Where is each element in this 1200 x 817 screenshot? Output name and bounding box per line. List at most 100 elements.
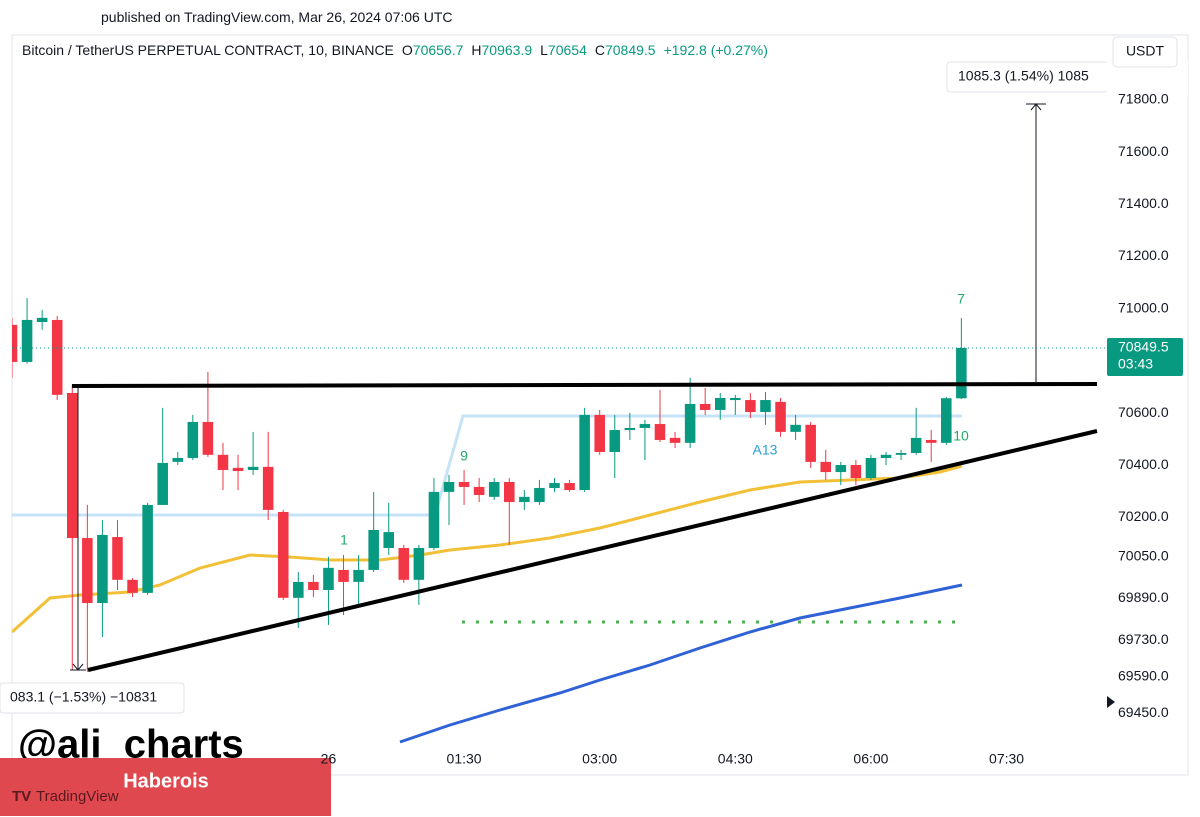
candle-body [850,465,862,479]
logo-text: TradingView [36,788,119,805]
candle-body [549,483,560,488]
x-tick-label: 04:30 [718,751,753,767]
candle-body [323,567,334,590]
candle-body [941,398,952,443]
candle-body [925,439,937,443]
x-tick-label: 06:00 [853,751,888,767]
symbol: Bitcoin / TetherUS PERPETUAL CONTRACT, 1… [22,42,394,58]
currency-box[interactable] [1112,36,1178,68]
candle-body [745,400,756,413]
candle-body [504,481,515,503]
ohlc-value: 70963.9 [481,42,533,58]
candle-body [202,421,214,455]
ohlc-label: L [540,42,548,58]
chart-frame [11,34,1189,776]
candle-body [760,400,771,413]
x-tick-label: 01:30 [447,751,482,767]
candle-body [353,569,364,582]
candle-body [232,467,244,472]
ohlc-label: C [594,42,605,58]
currency[interactable]: USDT [1126,43,1165,59]
candle-body [534,487,545,503]
last-price-box [1107,337,1183,376]
support-line [87,429,1098,672]
candle-body [157,462,168,505]
candle-body [805,424,816,462]
candle-body [398,547,410,580]
published-note: published on TradingView.com, Mar 26, 20… [101,9,453,25]
moving-average [399,583,963,744]
change: +192.8 (+0.27%) [663,42,768,58]
candle-body [458,481,470,487]
y-tick-label: 70400.0 [1118,456,1169,472]
candle-body [262,466,274,510]
candle-body [564,483,575,491]
candle-body [880,454,892,458]
symbol-header: Bitcoin / TetherUS PERPETUAL CONTRACT, 1… [22,42,776,58]
countdown: 03:43 [1118,356,1153,372]
candle-body [383,532,395,548]
logo-mark: TV [12,788,31,805]
candle-body [579,414,590,491]
candle-body [82,538,93,604]
candle-body [654,424,666,440]
candle-body [820,461,832,473]
candle-body [51,319,63,395]
candle-body [142,504,153,593]
candle-body [67,392,78,539]
candle-body [127,579,138,593]
candle-body [956,347,967,399]
y-tick-label: 69890.0 [1118,589,1169,605]
y-tick-label: 69590.0 [1118,667,1169,683]
measure-box [0,682,185,714]
candle-body [594,414,605,452]
candle-body [217,454,229,470]
y-tick-label: 69450.0 [1118,704,1169,720]
x-tick-label: 07:30 [989,751,1024,767]
y-tick-label: 71600.0 [1118,143,1169,159]
candle-body [730,397,741,401]
candle-body [684,403,696,443]
measure-label: 083.1 (−1.53%) −10831 [10,689,157,705]
y-tick-label: 71400.0 [1118,195,1169,211]
banner-text: Haberois [123,770,209,792]
signal-label: 9 [460,448,468,464]
candle-body [308,581,319,590]
resistance-line [71,382,1098,388]
moving-average [12,464,963,634]
drawings [70,103,1098,672]
signal-label: A13 [753,442,778,458]
y-tick-label: 71800.0 [1118,91,1169,107]
y-tick-label: 71200.0 [1118,247,1169,263]
candle-body [624,427,636,431]
candle-body [172,457,184,462]
candle-body [473,486,485,496]
y-tick-label: 71000.0 [1118,299,1169,315]
candle-body [368,529,379,570]
candle-body [775,401,786,432]
candle-body [293,581,304,598]
signal-label: 10 [953,428,969,444]
ohlc-value: 70654 [547,42,587,58]
candle-body [413,547,425,580]
candle-body [835,465,847,473]
candle-body [187,421,199,458]
candle-body [428,491,440,548]
x-tick-label: 26 [321,751,337,767]
candle-body [699,403,711,410]
candle-body [443,481,455,492]
ohlc-label: H [471,42,482,58]
y-tick-label: 70200.0 [1118,508,1169,524]
candle-body [865,457,877,479]
scroll-arrow[interactable] [1107,696,1115,708]
indicator-line [12,414,962,517]
candle-body [97,534,108,604]
candle-body [910,437,922,454]
ohlc-label: O [401,42,413,58]
candle-body [669,437,681,443]
candle-body [488,481,500,497]
candle-body [790,424,801,432]
last-price: 70849.5 [1118,339,1169,355]
